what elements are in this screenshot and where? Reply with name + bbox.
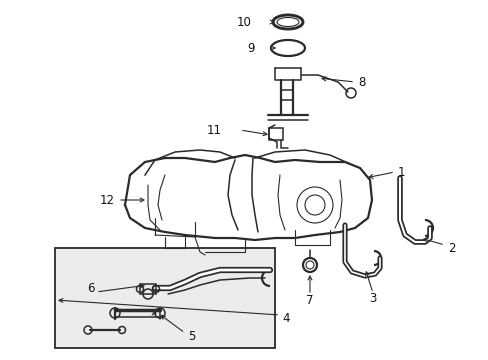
Bar <box>140 284 156 294</box>
Text: 2: 2 <box>447 242 454 255</box>
Bar <box>55 248 274 348</box>
Text: 3: 3 <box>368 292 376 305</box>
Text: 12: 12 <box>100 194 115 207</box>
Text: 4: 4 <box>282 311 289 324</box>
Text: 8: 8 <box>357 76 365 89</box>
Text: 5: 5 <box>187 329 195 342</box>
Text: 7: 7 <box>305 293 313 306</box>
Text: 6: 6 <box>87 282 95 294</box>
Text: 10: 10 <box>237 15 251 28</box>
Text: 1: 1 <box>397 166 405 179</box>
Bar <box>268 128 283 140</box>
Text: 9: 9 <box>247 41 254 54</box>
Text: 11: 11 <box>206 123 222 136</box>
